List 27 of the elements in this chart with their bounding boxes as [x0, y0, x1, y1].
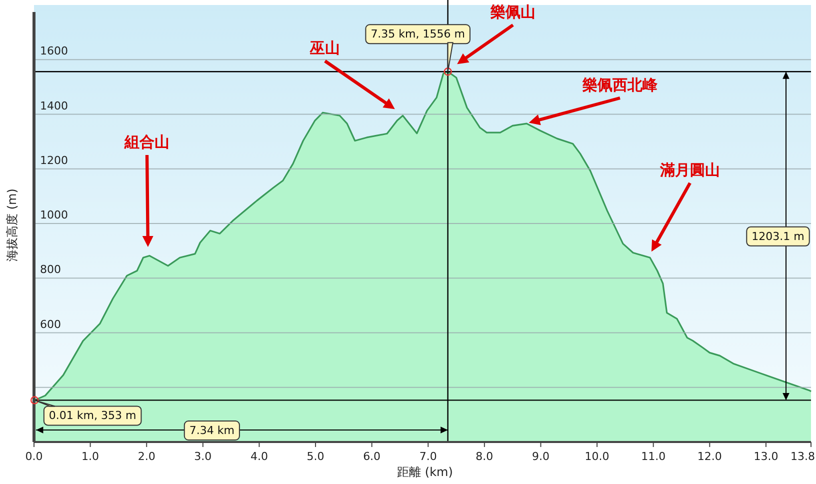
x-axis-title: 距離 (km): [397, 465, 453, 479]
annotation: 7.34 km: [189, 424, 234, 437]
x-tick-label: 8.0: [476, 450, 494, 463]
x-tick-label: 12.0: [697, 450, 722, 463]
y-tick-label: 1200: [40, 154, 68, 167]
y-tick-label: 1600: [40, 44, 68, 58]
x-tick-label: 13.8: [790, 450, 815, 463]
x-tick-label: 2.0: [138, 450, 156, 463]
x-tick-label: 1.0: [82, 450, 100, 463]
x-tick-label: 7.0: [419, 450, 437, 463]
annotation: 0.01 km, 353 m: [48, 409, 136, 422]
annotation: 7.35 km, 1556 m: [370, 28, 465, 41]
y-tick-label: 600: [40, 318, 61, 331]
y-tick-label: 800: [40, 263, 61, 276]
x-tick-label: 0.0: [25, 450, 43, 463]
x-tick-label: 5.0: [306, 450, 324, 463]
x-tick-label: 4.0: [250, 450, 268, 463]
x-tick-label: 3.0: [194, 450, 212, 463]
y-tick-label: 1400: [40, 99, 68, 112]
x-tick-label: 6.0: [363, 450, 381, 463]
x-tick-label: 13.0: [754, 450, 778, 463]
x-tick-label: 10.0: [584, 450, 610, 463]
annotation: 1203.1 m: [752, 230, 804, 243]
y-axis-title: 海拔高度 (m): [5, 188, 19, 262]
x-tick-label: 11.0: [641, 450, 666, 463]
x-tick-label: 9.0: [532, 450, 550, 463]
y-tick-label: 1000: [40, 208, 68, 222]
